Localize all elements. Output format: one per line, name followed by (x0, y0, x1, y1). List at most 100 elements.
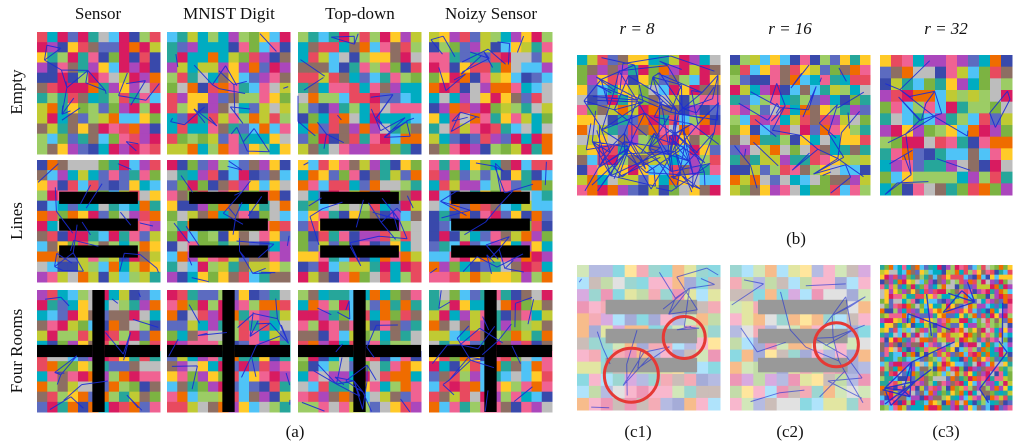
cell (521, 381, 532, 393)
cell (187, 42, 199, 53)
cell (972, 366, 978, 372)
cell (893, 356, 899, 363)
cell (98, 200, 110, 212)
cell (740, 75, 751, 86)
cell (47, 143, 58, 155)
cell (932, 395, 938, 401)
cell (985, 337, 991, 343)
cell (994, 308, 1000, 314)
cell (937, 366, 943, 372)
obstacle (189, 245, 268, 258)
cell (218, 32, 229, 43)
cell (187, 330, 199, 342)
cell (37, 290, 48, 301)
cell (968, 90, 980, 103)
cell (129, 320, 140, 332)
cell (167, 381, 178, 393)
cell (238, 143, 250, 155)
cell (139, 82, 151, 94)
cell (78, 310, 89, 321)
cell (902, 294, 907, 300)
cell (511, 391, 522, 403)
cell (187, 160, 199, 171)
cell (119, 52, 130, 63)
obstacle (451, 191, 530, 204)
cell (946, 313, 951, 319)
cell (369, 52, 381, 63)
cell (684, 265, 697, 278)
cell (910, 371, 916, 377)
cell (279, 381, 291, 393)
obstacle (451, 245, 530, 258)
cell (369, 160, 381, 171)
cell (129, 391, 140, 403)
cell (318, 103, 330, 114)
cell (380, 261, 391, 273)
cell (197, 133, 209, 145)
cell (972, 352, 978, 358)
cell (902, 125, 914, 138)
cell (897, 294, 903, 300)
cell (846, 337, 859, 351)
cell (946, 284, 951, 290)
row-label: Empty (7, 69, 26, 115)
cell (259, 401, 270, 413)
cell (935, 136, 947, 149)
cell (439, 310, 450, 321)
cell (957, 101, 969, 114)
cell (617, 135, 629, 146)
cell (946, 347, 951, 353)
cell (511, 310, 522, 321)
cell (800, 135, 811, 146)
cell (369, 123, 381, 135)
cell (139, 170, 151, 181)
cell (937, 289, 943, 295)
cell (67, 330, 79, 342)
cell (776, 265, 789, 278)
obstacle (189, 218, 268, 231)
cell (380, 381, 391, 393)
cell (648, 85, 660, 96)
cell (776, 373, 789, 387)
cell (770, 125, 781, 136)
cell (177, 52, 188, 63)
cell (129, 261, 140, 273)
cell (985, 303, 991, 309)
cell (119, 300, 130, 311)
cell (98, 72, 110, 84)
cell (459, 371, 471, 382)
cell (459, 82, 471, 94)
cell (830, 75, 841, 86)
cell (439, 271, 450, 283)
cell (990, 323, 995, 329)
cell (954, 366, 960, 372)
cell (968, 347, 973, 353)
cell (298, 381, 309, 393)
cell (968, 318, 973, 324)
cell (308, 330, 319, 342)
cell (167, 52, 178, 63)
cell (238, 231, 250, 242)
cell (935, 125, 947, 138)
cell (884, 313, 890, 319)
cell (850, 115, 861, 126)
cell (946, 385, 951, 392)
cell (668, 105, 680, 116)
radius-label: r = 8 (619, 19, 655, 38)
cell (298, 160, 309, 171)
cell (617, 75, 629, 86)
cell (897, 337, 903, 343)
cell (658, 125, 670, 136)
cell (990, 356, 995, 363)
column-header: Noizy Sensor (445, 4, 537, 23)
cell (985, 323, 991, 329)
cell (888, 376, 894, 382)
cell (218, 271, 229, 283)
cell (47, 72, 58, 84)
cell (888, 371, 894, 377)
cell (959, 352, 965, 358)
cell (928, 395, 934, 401)
cell (902, 183, 914, 196)
cell (98, 62, 110, 74)
cell (328, 170, 340, 181)
